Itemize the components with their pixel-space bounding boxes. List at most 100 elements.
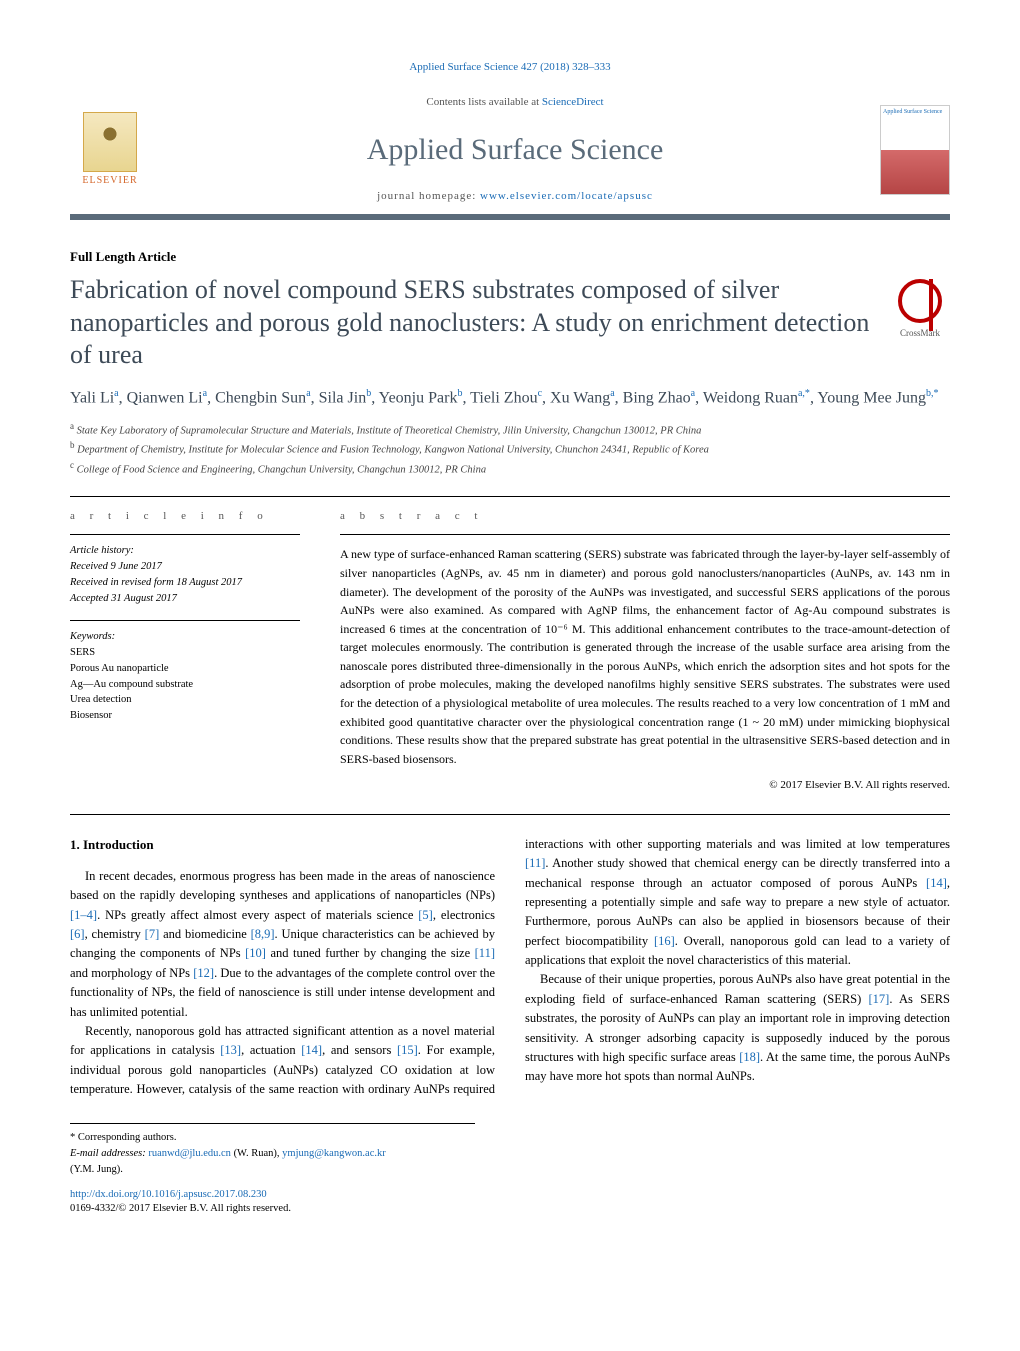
- author: Young Mee Jung: [817, 389, 926, 406]
- keyword: Urea detection: [70, 692, 300, 708]
- email-who: (Y.M. Jung).: [70, 1162, 475, 1178]
- body-text: , chemistry: [85, 927, 145, 941]
- body-paragraph: In recent decades, enormous progress has…: [70, 867, 495, 1022]
- article-info-heading: a r t i c l e i n f o: [70, 509, 300, 524]
- abstract-text: A new type of surface-enhanced Raman sca…: [340, 534, 950, 768]
- ref-link[interactable]: [14]: [301, 1043, 322, 1057]
- author: Tieli Zhou: [470, 389, 537, 406]
- author: Yali Li: [70, 389, 114, 406]
- divider: [70, 814, 950, 815]
- keywords-label: Keywords:: [70, 629, 300, 645]
- affiliations: a State Key Laboratory of Supramolecular…: [70, 420, 950, 478]
- author: Bing Zhao: [623, 389, 691, 406]
- author-affil-sup: b,*: [926, 388, 939, 399]
- ref-link[interactable]: [18]: [739, 1050, 760, 1064]
- history-accepted: Accepted 31 August 2017: [70, 591, 300, 607]
- email-link[interactable]: ymjung@kangwon.ac.kr: [282, 1148, 386, 1159]
- crossmark-badge[interactable]: CrossMark: [890, 279, 950, 340]
- sciencedirect-link[interactable]: ScienceDirect: [542, 96, 604, 108]
- author-affil-sup: a,*: [798, 388, 810, 399]
- divider: [70, 496, 950, 497]
- keyword: Biosensor: [70, 708, 300, 724]
- ref-link[interactable]: [11]: [475, 946, 495, 960]
- abstract-copyright: © 2017 Elsevier B.V. All rights reserved…: [340, 778, 950, 793]
- body-text: , electronics: [433, 908, 495, 922]
- author: Xu Wang: [550, 389, 610, 406]
- author-affil-sup: a: [610, 388, 614, 399]
- article-history: Article history: Received 9 June 2017 Re…: [70, 534, 300, 606]
- affiliation: b Department of Chemistry, Institute for…: [70, 439, 950, 458]
- author-list: Yali Lia, Qianwen Lia, Chengbin Suna, Si…: [70, 386, 950, 410]
- elsevier-label: ELSEVIER: [82, 174, 137, 188]
- homepage-link[interactable]: www.elsevier.com/locate/apsusc: [480, 190, 653, 202]
- author-affil-sup: a: [691, 388, 695, 399]
- article-type: Full Length Article: [70, 248, 950, 266]
- body-text: ,: [322, 1043, 331, 1057]
- crossmark-label: CrossMark: [900, 327, 940, 340]
- author: Chengbin Sun: [215, 389, 306, 406]
- body-text: and tuned further by changing the size: [266, 946, 475, 960]
- crossmark-icon: [898, 279, 942, 323]
- keywords-block: Keywords: SERS Porous Au nanoparticle Ag…: [70, 620, 300, 724]
- corresponding-note: * Corresponding authors.: [70, 1130, 475, 1146]
- history-label: Article history:: [70, 543, 300, 559]
- cover-title: Applied Surface Science: [881, 106, 949, 150]
- ref-link[interactable]: [7]: [145, 927, 160, 941]
- email-link[interactable]: ruanwd@jlu.edu.cn: [148, 1148, 231, 1159]
- ref-link[interactable]: [6]: [70, 927, 85, 941]
- affiliation-text: Department of Chemistry, Institute for M…: [77, 445, 709, 456]
- ref-link[interactable]: [11]: [525, 856, 545, 870]
- footnotes: * Corresponding authors. E-mail addresse…: [70, 1123, 475, 1177]
- ref-link[interactable]: [1–4]: [70, 908, 97, 922]
- homepage-prefix: journal homepage:: [377, 190, 480, 202]
- abstract-heading: a b s t r a c t: [340, 509, 950, 524]
- citation-header: Applied Surface Science 427 (2018) 328–3…: [70, 60, 950, 75]
- body-text: and morphology of NPs: [70, 966, 193, 980]
- author-affil-sup: a: [306, 388, 310, 399]
- ref-link[interactable]: [14]: [926, 876, 947, 890]
- body-text: , actuation: [241, 1043, 301, 1057]
- author: Weidong Ruan: [703, 389, 798, 406]
- issn-copyright: 0169-4332/© 2017 Elsevier B.V. All right…: [70, 1202, 950, 1217]
- keyword: SERS: [70, 645, 300, 661]
- ref-link[interactable]: [16]: [654, 934, 675, 948]
- keyword: Ag—Au compound substrate: [70, 677, 300, 693]
- author-affil-sup: b: [457, 388, 462, 399]
- article-body: 1. Introduction In recent decades, enorm…: [70, 835, 950, 1100]
- affiliation-text: College of Food Science and Engineering,…: [77, 464, 486, 475]
- homepage-line: journal homepage: www.elsevier.com/locat…: [150, 189, 880, 204]
- ref-link[interactable]: [8,9]: [251, 927, 275, 941]
- ref-link[interactable]: [5]: [418, 908, 433, 922]
- ref-link[interactable]: [17]: [869, 992, 890, 1006]
- author-affil-sup: c: [538, 388, 542, 399]
- contents-available-line: Contents lists available at ScienceDirec…: [150, 95, 880, 110]
- author: Qianwen Li: [127, 389, 203, 406]
- ref-link[interactable]: [13]: [220, 1043, 241, 1057]
- article-title: Fabrication of novel compound SERS subst…: [70, 274, 870, 372]
- history-revised: Received in revised form 18 August 2017: [70, 575, 300, 591]
- affiliation-text: State Key Laboratory of Supramolecular S…: [77, 426, 702, 437]
- body-text: and biomedicine: [159, 927, 250, 941]
- body-text: In recent decades, enormous progress has…: [70, 869, 495, 902]
- body-text: . NPs greatly affect almost every aspect…: [97, 908, 418, 922]
- section-heading: 1. Introduction: [70, 835, 495, 855]
- elsevier-logo: ELSEVIER: [70, 105, 150, 195]
- email-line: E-mail addresses: ruanwd@jlu.edu.cn (W. …: [70, 1146, 475, 1162]
- author-affil-sup: a: [203, 388, 207, 399]
- email-who: (W. Ruan),: [231, 1148, 282, 1159]
- author-affil-sup: b: [366, 388, 371, 399]
- contents-prefix: Contents lists available at: [426, 96, 541, 108]
- journal-header: ELSEVIER Contents lists available at Sci…: [70, 95, 950, 220]
- body-text: . Another study showed that chemical ene…: [525, 856, 950, 889]
- ref-link[interactable]: [15]: [397, 1043, 418, 1057]
- elsevier-tree-icon: [83, 112, 137, 172]
- history-received: Received 9 June 2017: [70, 559, 300, 575]
- doi-link[interactable]: http://dx.doi.org/10.1016/j.apsusc.2017.…: [70, 1189, 267, 1200]
- ref-link[interactable]: [12]: [193, 966, 214, 980]
- journal-cover-thumbnail: Applied Surface Science: [880, 105, 950, 195]
- ref-link[interactable]: [10]: [245, 946, 266, 960]
- author: Yeonju Park: [379, 389, 458, 406]
- cover-image-area: [881, 150, 949, 194]
- doi-block: http://dx.doi.org/10.1016/j.apsusc.2017.…: [70, 1188, 950, 1217]
- author-affil-sup: a: [114, 388, 118, 399]
